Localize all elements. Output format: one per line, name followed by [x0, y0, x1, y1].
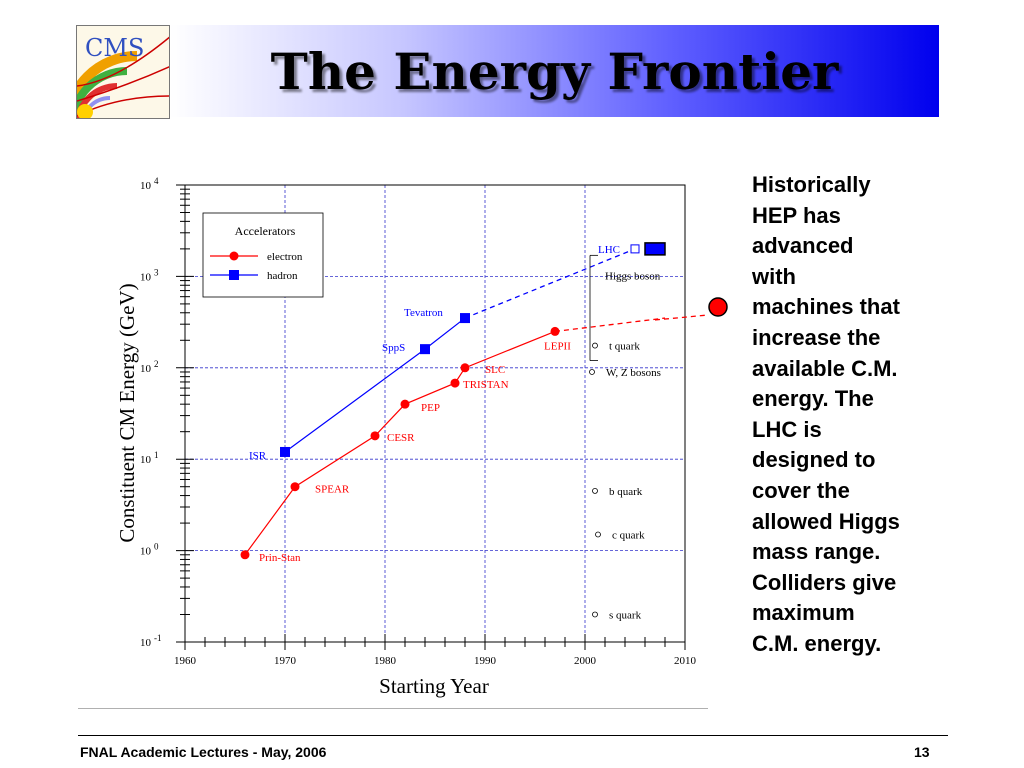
point-label: SLC [485, 364, 505, 376]
hadron-projection-line [464, 248, 636, 319]
lhc-marker [630, 244, 640, 254]
legend-swatch-marker [229, 251, 239, 261]
chart-grid [185, 185, 685, 642]
particle-marker [592, 611, 598, 618]
legend: Accelerators electron hadron [202, 212, 324, 298]
particle-label: s quark [609, 609, 642, 621]
x-tick-label: 2000 [574, 655, 597, 667]
series-layer: Prin-Stan SPEAR CESR PEP TRISTAN SLC LEPII ISR S… [240, 242, 666, 564]
particle-label: Higgs boson [605, 271, 661, 283]
point-label: PEP [421, 402, 440, 414]
particle-label: b quark [609, 486, 643, 498]
y-tick-label: 10 4 [140, 176, 159, 192]
x-tick-labels: 1960 1970 1980 1990 2000 2010 [174, 655, 697, 667]
x-tick-label: 1960 [174, 655, 197, 667]
electron-point [370, 431, 380, 441]
point-label: SPEAR [315, 484, 350, 496]
legend-entry: hadron [267, 270, 298, 282]
y-tick-label: 10 -1 [140, 633, 162, 649]
y-tick-label: 10 3 [140, 267, 159, 283]
point-label: Tevatron [404, 307, 443, 319]
x-tick-label: 2010 [674, 655, 697, 667]
explanation-text: Historically HEP has advanced with machi… [752, 172, 900, 656]
particle-label: t quark [609, 341, 640, 353]
legend-swatch-marker [229, 270, 239, 280]
particle-marker [592, 487, 598, 494]
y-tick-label: 10 0 [140, 542, 159, 558]
hadron-point [280, 446, 290, 457]
electron-projection-line [554, 317, 666, 333]
legend-entry: electron [267, 251, 303, 263]
footer-rule [78, 735, 948, 736]
point-label: LHC [598, 244, 620, 256]
point-label: LEPII [544, 340, 571, 352]
page-number: 13 [914, 744, 930, 760]
cms-logo-graphic: CMS [77, 26, 169, 118]
point-label: CESR [387, 432, 415, 444]
particle-marker [589, 369, 595, 375]
point-label: Prin-Stan [259, 552, 301, 564]
particle-marker [595, 531, 601, 538]
cms-logo-text: CMS [85, 34, 144, 62]
y-axis-label: Constituent CM Energy (GeV) [115, 283, 139, 542]
legend-title: Accelerators [235, 224, 296, 238]
particle-label: W, Z bosons [606, 367, 661, 379]
title-banner: The Energy Frontier [170, 25, 939, 117]
cms-logo: CMS [76, 25, 170, 119]
slide-title: The Energy Frontier [270, 41, 839, 101]
electron-point [550, 326, 560, 336]
electron-point [450, 378, 460, 388]
y-tick-label: 10 1 [140, 450, 159, 466]
hadron-point [420, 344, 430, 355]
y-tick-label: 10 2 [140, 359, 159, 375]
particle-marker [592, 342, 598, 349]
legend-box [202, 212, 324, 298]
particle-label: c quark [612, 530, 645, 542]
x-tick-label: 1980 [374, 655, 397, 667]
point-label: SppS [382, 342, 405, 354]
point-label: ISR [249, 450, 267, 462]
x-tick-label: 1970 [274, 655, 297, 667]
content-divider [78, 708, 708, 709]
electron-point [400, 399, 410, 409]
electron-point [460, 363, 470, 373]
footer-caption: FNAL Academic Lectures - May, 2006 [80, 744, 327, 760]
point-label: TRISTAN [463, 379, 509, 391]
hadron-point [460, 313, 470, 324]
electron-point [240, 550, 250, 560]
annotation-layer: Higgs boson t quark W, Z bosons b quark c qu… [589, 254, 661, 621]
x-tick-label: 1990 [474, 655, 497, 667]
plot-area [184, 184, 686, 643]
lhc-reach-box [644, 242, 666, 256]
x-axis-label: Starting Year [379, 674, 489, 698]
electron-point [290, 482, 300, 492]
